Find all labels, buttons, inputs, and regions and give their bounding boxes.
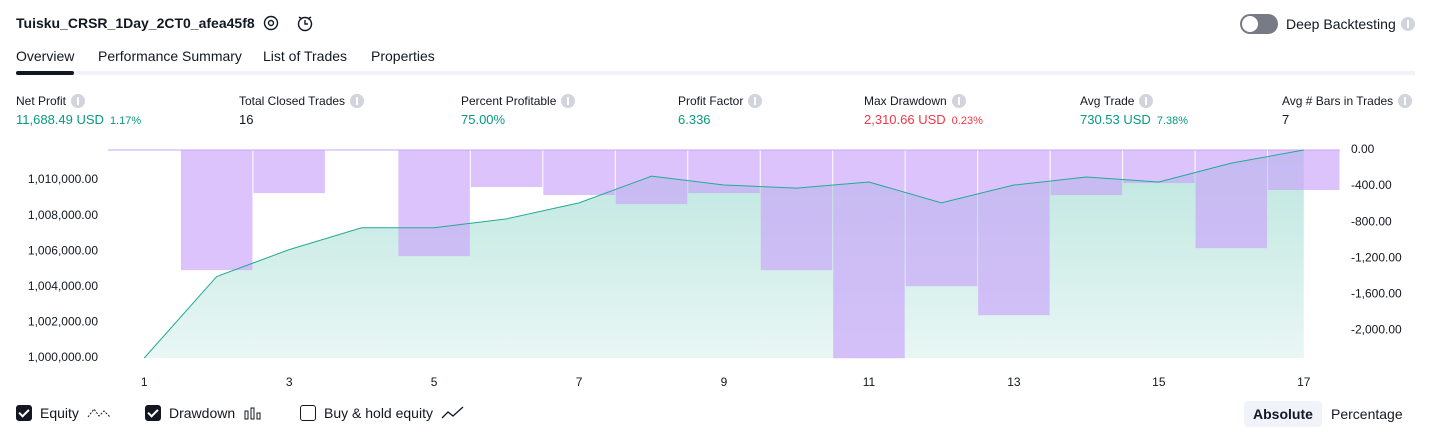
legend-label: Drawdown [169,405,236,421]
drawdown-bar [180,150,253,271]
help-icon[interactable] [951,94,966,108]
tab[interactable]: Properties [371,48,435,64]
x-tick-label: 7 [576,375,583,389]
y2-tick-label: -800.00 [1351,214,1392,228]
drawdown-bar [688,150,760,194]
metric-percent: 1.17% [109,115,142,127]
metric-value: 2,310.66 USD [864,112,946,127]
y2-tick-label: -1,600.00 [1351,286,1402,300]
metric-value: 6.336 [678,112,711,127]
metric-label-row: Profit Factor [678,94,763,108]
help-icon[interactable] [350,94,365,108]
y2-tick-label: -400.00 [1351,178,1392,192]
drawdown-bar [1268,150,1340,191]
y2-tick-label: 0.00 [1351,142,1375,156]
y-tick-label: 1,006,000.00 [28,243,98,257]
tab[interactable]: Overview [16,48,75,64]
x-tick-label: 11 [863,375,876,389]
metric-label: Profit Factor [678,94,744,108]
metric-value-row: 75.00% [461,112,505,127]
metric-value: 730.53 USD [1080,112,1151,127]
metric-label: Avg # Bars in Trades [1282,94,1394,108]
x-tick-label: 3 [286,375,293,389]
drawdown-bar [1123,150,1195,184]
metric-label: Net Profit [16,94,67,108]
y-tick-label: 1,000,000.00 [28,350,98,364]
y-tick-label: 1,004,000.00 [28,279,98,293]
tab-divider [16,71,1415,75]
help-icon[interactable] [71,94,86,108]
y-tick-label: 1,008,000.00 [28,208,98,222]
drawdown-bar [615,150,688,205]
x-tick-label: 9 [721,375,728,389]
drawdown-bar [253,150,325,194]
drawdown-bar [833,150,905,359]
drawdown-bar [470,150,543,188]
metric-value-row: 2,310.66 USD 0.23% [864,112,983,127]
drawdown-bar [1050,150,1123,196]
legend-label: Equity [40,405,79,421]
drawdown-bar [398,150,470,257]
drawdown-bar [760,150,833,271]
metric-label: Max Drawdown [864,94,947,108]
metric-value-row: 730.53 USD 7.38% [1080,112,1188,127]
y-tick-label: 1,010,000.00 [28,172,98,186]
legend-buy-hold[interactable]: Buy & hold equity [300,405,465,421]
deep-backtesting-toggle[interactable] [1240,14,1278,34]
metric-value: 75.00% [461,112,506,127]
metric-value: 7 [1282,112,1290,127]
active-tab-indicator [16,71,74,75]
metric-label-row: Avg # Bars in Trades [1282,94,1413,108]
x-tick-label: 13 [1007,375,1021,389]
metric-percent: 0.23% [951,115,983,127]
metric-percent: 7.38% [1156,115,1189,127]
y-tick-label: 1,002,000.00 [28,315,98,329]
metric-label: Percent Profitable [461,94,557,108]
metric-value-row: 6.336 [678,112,711,127]
metric-label-row: Total Closed Trades [239,94,365,108]
drawdown-bar [905,150,978,287]
metric-value-row: 7 [1282,112,1289,127]
x-tick-label: 17 [1297,375,1311,389]
metric-label-row: Max Drawdown [864,94,966,108]
drawdown-bar [543,150,615,196]
legend-label: Buy & hold equity [324,405,433,421]
toggle-label: Deep Backtesting [1286,16,1396,32]
scale-button[interactable]: Absolute [1244,401,1322,427]
metric-value: 11,688.49 USD [16,112,104,127]
toggle-label-row: Deep Backtesting [1286,16,1415,32]
x-tick-label: 5 [431,375,438,389]
drawdown-bar [978,150,1050,316]
metric-value-row: 16 [239,112,253,127]
metric-label: Total Closed Trades [239,94,346,108]
x-tick-label: 1 [141,375,148,389]
metric-value: 16 [239,112,254,127]
scale-button[interactable]: Percentage [1331,406,1403,422]
metric-label-row: Net Profit [16,94,86,108]
metric-label: Avg Trade [1080,94,1135,108]
equity-line [143,149,1304,359]
legend-drawdown[interactable]: Drawdown [145,405,267,421]
chart: 1,000,000.00 1,002,000.00 1,004,000.00 1,00… [28,142,1402,389]
strategy-title: Tuisku_CRSR_1Day_2CT0_afea45f8 [16,15,255,31]
help-icon[interactable] [748,94,763,108]
metric-label-row: Percent Profitable [461,94,576,108]
drawdown-bar [1195,150,1268,249]
y2-tick-label: -1,200.00 [1351,250,1402,264]
help-icon[interactable] [1139,94,1154,108]
metric-label-row: Avg Trade [1080,94,1154,108]
help-icon[interactable] [561,94,576,108]
y2-tick-label: -2,000.00 [1351,322,1402,336]
x-tick-label: 15 [1152,375,1166,389]
help-icon[interactable] [1398,94,1413,108]
legend-equity[interactable]: Equity [16,405,111,421]
metric-value-row: 11,688.49 USD 1.17% [16,112,141,127]
title-icons [263,15,313,32]
tab[interactable]: Performance Summary [98,48,242,64]
tab[interactable]: List of Trades [263,48,348,64]
help-icon[interactable] [1400,17,1415,31]
